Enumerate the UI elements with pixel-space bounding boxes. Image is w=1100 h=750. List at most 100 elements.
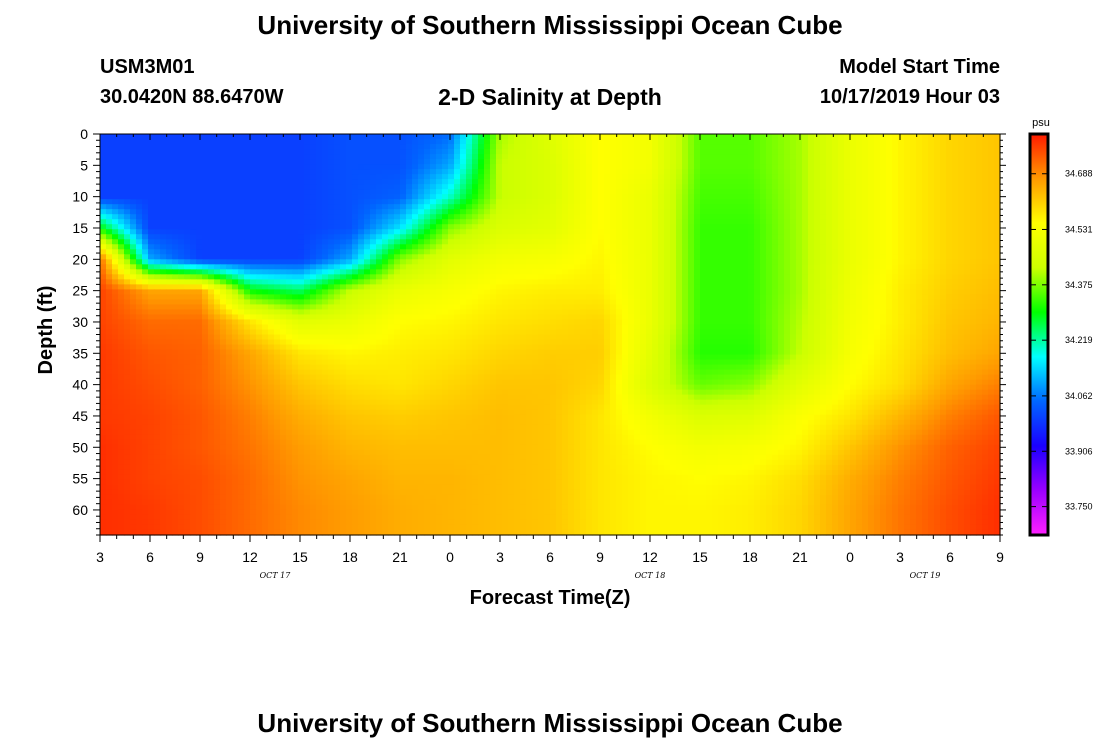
heatmap-cell [496,239,503,245]
heatmap-cell [256,264,263,270]
heatmap-cell [526,279,533,285]
heatmap-cell [886,229,893,235]
heatmap-cell [268,144,275,150]
heatmap-cell [712,159,719,165]
heatmap-cell [226,239,233,245]
heatmap-cell [436,269,443,275]
heatmap-cell [928,204,935,210]
heatmap-cell [664,239,671,245]
heatmap-cell [214,289,221,295]
heatmap-cell [412,294,419,301]
heatmap-cell [268,134,275,140]
heatmap-cell [646,194,653,200]
heatmap-cell [406,234,413,240]
heatmap-cell [184,269,191,275]
heatmap-cell [340,264,347,270]
heatmap-cell [664,199,671,205]
heatmap-cell [322,179,329,185]
heatmap-cell [736,194,743,200]
heatmap-cell [556,139,563,145]
heatmap-cell [646,269,653,275]
heatmap-cell [538,209,545,215]
heatmap-cell [316,139,323,145]
heatmap-cell [442,289,449,295]
heatmap-cell [364,174,371,180]
heatmap-cell [244,254,251,260]
heatmap-cell [136,214,143,220]
model-start-value: 10/17/2019 Hour 03 [819,86,1000,108]
heatmap-cell [670,169,677,175]
heatmap-cell [418,179,425,185]
heatmap-cell [670,184,677,190]
heatmap-cell [196,249,203,255]
heatmap-cell [304,134,311,140]
heatmap-cell [676,139,683,145]
heatmap-cell [748,209,755,215]
heatmap-cell [544,189,551,195]
heatmap-cell [148,204,155,210]
heatmap-cell [946,149,953,155]
heatmap-cell [208,289,215,295]
heatmap-cell [988,159,995,165]
heatmap-cell [478,174,485,180]
heatmap-cell [388,169,395,175]
heatmap-cell [952,219,959,225]
heatmap-cell [778,194,785,200]
heatmap-cell [736,224,743,230]
heatmap-cell [352,139,359,145]
heatmap-cell [676,284,683,290]
heatmap-cell [232,194,239,200]
heatmap-cell [610,194,617,200]
heatmap-cell [112,219,119,225]
heatmap-cell [976,169,983,175]
heatmap-cell [634,184,641,190]
heatmap-cell [994,219,1001,225]
heatmap-cell [262,174,269,180]
heatmap-cell [310,204,317,210]
heatmap-cell [772,199,779,205]
heatmap-cell [100,274,107,280]
heatmap-cell [640,169,647,175]
heatmap-cell [802,134,809,140]
heatmap-cell [280,164,287,170]
heatmap-cell [196,234,203,240]
heatmap-cell [484,289,491,295]
heatmap-cell [292,199,299,205]
heatmap-cell [112,209,119,215]
heatmap-cell [712,144,719,150]
heatmap-cell [118,259,125,265]
heatmap-cell [364,144,371,150]
heatmap-cell [958,204,965,210]
heatmap-cell [388,294,395,301]
heatmap-cell [484,154,491,160]
heatmap-cell [748,289,755,295]
heatmap-cell [118,214,125,220]
heatmap-cell [910,234,917,240]
heatmap-cell [412,134,419,140]
heatmap-cell [778,149,785,155]
heatmap-cell [784,234,791,240]
heatmap-cell [748,269,755,275]
heatmap-cell [382,149,389,155]
heatmap-cell [628,279,635,285]
heatmap-cell [370,264,377,270]
heatmap-cell [790,254,797,260]
heatmap-cell [184,239,191,245]
heatmap-cell [136,159,143,165]
heatmap-cell [190,159,197,165]
heatmap-cell [400,184,407,190]
heatmap-cell [418,209,425,215]
heatmap-cell [214,259,221,265]
heatmap-cell [322,144,329,150]
heatmap-cell [502,214,509,220]
heatmap-cell [424,289,431,295]
heatmap-cell [340,144,347,150]
heatmap-cell [742,259,749,265]
heatmap-cell [844,214,851,220]
heatmap-cell [766,144,773,150]
heatmap-cell [106,179,113,185]
heatmap-cell [100,189,107,195]
heatmap-cell [622,234,629,240]
heatmap-cell [322,294,329,301]
heatmap-cell [724,219,731,225]
